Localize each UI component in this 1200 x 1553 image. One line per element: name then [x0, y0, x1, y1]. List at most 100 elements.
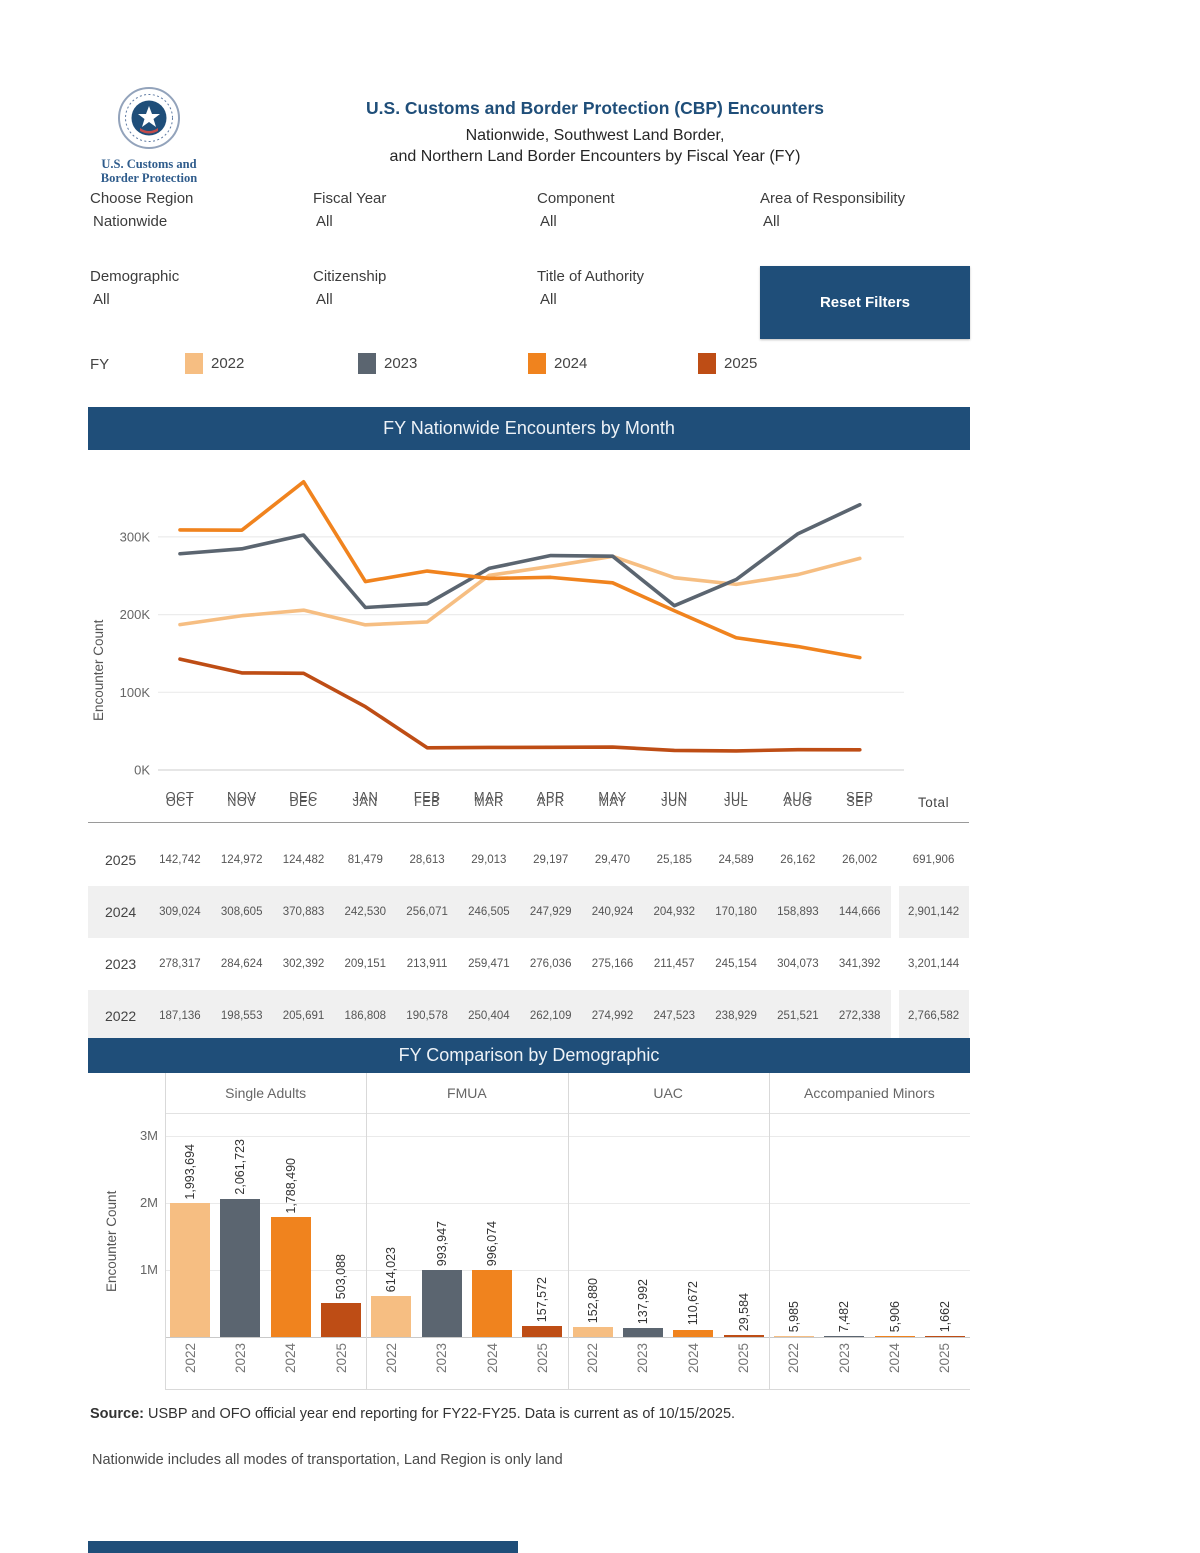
bar-cell: 157,572	[517, 1113, 567, 1337]
col-header-OCT: OCT	[149, 782, 211, 823]
bar-value-label: 110,672	[686, 1281, 701, 1326]
bar-single-adults-2025[interactable]	[321, 1303, 362, 1337]
bar-fmua-2023[interactable]	[421, 1270, 462, 1337]
bar-group-accompanied-minors: 5,985 7,482 5,906 1,662	[769, 1113, 970, 1337]
x-tick-JUN: JUN	[661, 789, 688, 804]
legend-swatch-2025[interactable]	[698, 353, 716, 374]
line-chart-plot: 0K 100K 200K 300K OCT NOV DEC JAN FEB MAR APR MAY JU…	[120, 480, 904, 804]
value-2023-NOV: 284,624	[220, 958, 263, 970]
bar-value-label: 1,788,490	[283, 1157, 298, 1214]
logo-caption-line2: Border Protection	[100, 171, 198, 185]
bar-accompanied-minors-2025[interactable]	[924, 1335, 965, 1337]
filter-value-dropdown[interactable]: All	[93, 291, 110, 308]
bar-fmua-2024[interactable]	[472, 1270, 513, 1337]
group-header-uac: UAC	[653, 1085, 683, 1101]
bar-accompanied-minors-2024[interactable]	[874, 1335, 915, 1337]
bar-uac-2023[interactable]	[622, 1327, 663, 1337]
filter-value-dropdown[interactable]: Nationwide	[93, 213, 168, 230]
filter-label: Area of Responsibility	[760, 190, 906, 207]
bar-year-axis: 2022 2023 2024 2025 2022 2023 2024 2025 2022 2023…	[165, 1337, 970, 1390]
bar-accompanied-minors-2022[interactable]	[773, 1335, 814, 1337]
bar-uac-2022[interactable]	[572, 1326, 613, 1337]
bar-accompanied-minors-2023[interactable]	[824, 1335, 865, 1337]
filter-citizenship: Citizenship All	[313, 268, 537, 308]
value-2024-JAN: 242,530	[334, 886, 397, 938]
year-cell: 2023	[618, 1337, 668, 1390]
line-series-2022[interactable]	[178, 554, 862, 627]
bar-year-label: 2025	[937, 1343, 953, 1374]
row-year-2025: 2025	[105, 852, 137, 868]
year-cell: 2025	[718, 1337, 768, 1390]
value-2023-MAR: 259,471	[468, 958, 510, 970]
x-tick-APR: APR	[537, 789, 565, 804]
legend-swatch-2023[interactable]	[358, 353, 376, 374]
filters-row-1: Choose Region Nationwide Fiscal Year All Com…	[90, 190, 980, 230]
row-spacer	[891, 834, 899, 886]
bar-year-label: 2024	[887, 1343, 903, 1374]
filter-label: Citizenship	[313, 268, 387, 285]
filter-value-dropdown[interactable]: All	[540, 213, 557, 230]
bar-cell: 5,906	[869, 1113, 919, 1337]
bar-value-label: 1,993,694	[183, 1143, 198, 1200]
bar-uac-2025[interactable]	[723, 1335, 764, 1337]
value-2024-FEB: 256,071	[396, 886, 458, 938]
value-2025-JUN: 25,185	[656, 854, 692, 866]
bar-uac-2024[interactable]	[673, 1329, 714, 1337]
row-spacer	[891, 938, 899, 990]
line-series-2023[interactable]	[178, 502, 862, 610]
legend-swatch-2024[interactable]	[528, 353, 546, 374]
value-2022-NOV: 198,553	[210, 990, 273, 1042]
x-tick-SEP: SEP	[846, 789, 874, 804]
bar-fmua-2022[interactable]	[371, 1295, 412, 1337]
value-2023-OCT: 278,317	[159, 958, 201, 970]
bar-single-adults-2022[interactable]	[170, 1203, 211, 1337]
value-2023-FEB: 213,911	[406, 958, 448, 970]
filter-title-of-authority: Title of Authority All	[537, 268, 760, 308]
group-separator-0	[165, 1073, 166, 1390]
page-title: U.S. Customs and Border Protection (CBP)…	[366, 98, 824, 118]
transportation-note: Nationwide includes all modes of transpo…	[92, 1452, 563, 1468]
reset-filters-button[interactable]: Reset Filters	[760, 266, 970, 339]
value-2022-JAN: 186,808	[334, 990, 397, 1042]
col-header-SEP: SEP	[828, 782, 891, 823]
filter-value-dropdown[interactable]: All	[540, 291, 557, 308]
fy-legend: FY 2022 2023 2024 2025	[90, 352, 970, 382]
year-cell: 2022	[165, 1337, 215, 1390]
filter-value-dropdown[interactable]: All	[316, 291, 333, 308]
bar-cell: 152,880	[568, 1113, 618, 1337]
source-text: USBP and OFO official year end reporting…	[144, 1406, 736, 1422]
next-section-bar	[88, 1541, 518, 1553]
legend-year-label: 2023	[384, 355, 418, 372]
bar-single-adults-2023[interactable]	[220, 1198, 261, 1337]
bar-single-adults-2024[interactable]	[270, 1217, 311, 1337]
x-tick-OCT: OCT	[166, 789, 195, 804]
value-2024-MAY: 240,924	[581, 886, 644, 938]
value-2022-MAY: 274,992	[581, 990, 644, 1042]
line-chart-title: FY Nationwide Encounters by Month	[88, 407, 970, 450]
filter-value-dropdown[interactable]: All	[763, 213, 780, 230]
filters-row-2: Demographic All Citizenship All Title of Aut…	[90, 268, 980, 308]
bar-year-label: 2022	[182, 1343, 198, 1374]
filter-value-dropdown[interactable]: All	[316, 213, 333, 230]
legend-swatch-2022[interactable]	[185, 353, 203, 374]
value-2025-NOV: 124,972	[220, 854, 263, 866]
line-series-2025[interactable]	[178, 657, 862, 753]
filter-label: Component	[537, 190, 615, 207]
line-series-2024[interactable]	[178, 480, 862, 660]
y-tick-200K: 200K	[120, 607, 151, 622]
bar-value-label: 503,088	[334, 1254, 349, 1300]
value-2023-AUG: 304,073	[777, 958, 819, 970]
row-year-2024: 2024	[88, 886, 149, 938]
bar-year-label: 2024	[685, 1343, 701, 1374]
bar-year-label: 2025	[736, 1343, 752, 1374]
value-2024-OCT: 309,024	[149, 886, 211, 938]
value-2022-JUL: 238,929	[705, 990, 767, 1042]
value-2024-AUG: 158,893	[766, 886, 829, 938]
x-tick-FEB: FEB	[414, 789, 441, 804]
filter-area-of-responsibility: Area of Responsibility All	[760, 190, 970, 230]
bar-fmua-2025[interactable]	[522, 1326, 563, 1337]
bar-value-label: 2,061,723	[233, 1139, 248, 1195]
value-2025-MAR: 29,013	[471, 854, 507, 866]
bar-chart: Encounter Count 1M 2M 3M Single Adults FMUA U…	[88, 1038, 970, 1390]
cbp-logo: U.S. Customs and Border Protection	[88, 86, 210, 185]
